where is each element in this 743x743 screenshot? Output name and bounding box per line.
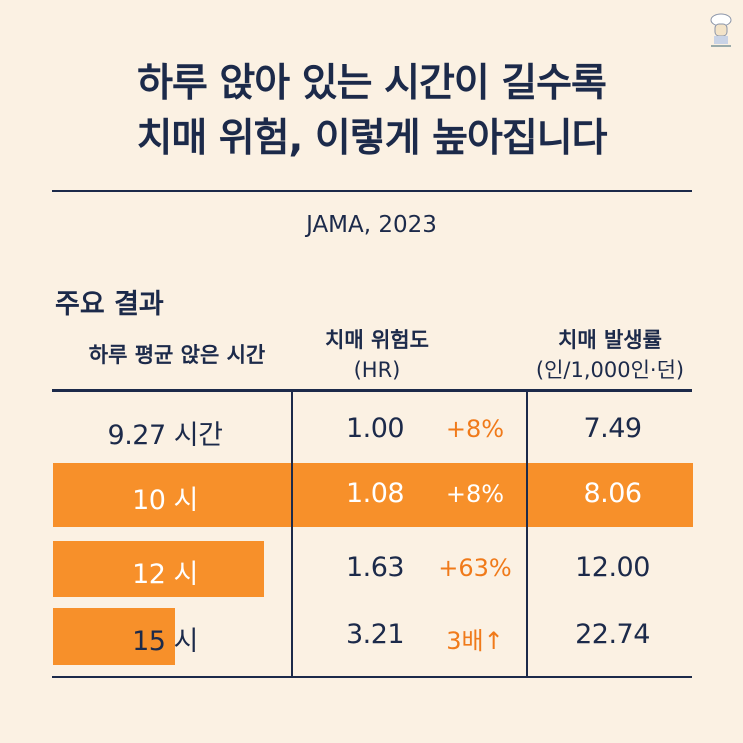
title-line-2: 치매 위험, 이렇게 높아집니다: [136, 116, 607, 161]
header-incidence: 치매 발생률 (인/1,000인·던): [500, 325, 720, 385]
incidence-cell: 7.49: [583, 413, 642, 444]
mascot-logo: [708, 12, 734, 50]
hr-cell: 1.08: [345, 478, 405, 509]
header-hr-line1: 치매 위험도: [325, 328, 429, 352]
title-line-1: 하루 앉아 있는 시간이 길수록: [137, 61, 607, 106]
table-bottom-rule: [52, 676, 692, 678]
hr-change-cell: +8%: [445, 415, 505, 443]
header-hr-line2: (HR): [353, 358, 401, 382]
column-divider: [291, 391, 293, 677]
divider: [52, 190, 692, 192]
incidence-cell: 12.00: [575, 552, 650, 583]
header-incidence-line2: (인/1,000인·던): [535, 358, 685, 382]
incidence-cell: 22.74: [575, 619, 650, 650]
hr-change-cell: +8%: [445, 480, 505, 508]
incidence-cell: 8.06: [583, 478, 642, 509]
sitting-time-cell: 10 시: [132, 485, 198, 516]
hr-change-cell: +63%: [438, 554, 512, 582]
duration-bar: [53, 541, 264, 597]
duration-bar: [53, 463, 693, 527]
sitting-time-cell: 15 시: [132, 626, 198, 657]
hr-change-cell: 3배↑: [446, 627, 504, 655]
hr-cell: 3.21: [345, 619, 405, 650]
duration-bar: [53, 607, 175, 665]
sitting-time-cell: 9.27 시간: [107, 420, 223, 451]
column-divider: [526, 391, 528, 677]
hr-cell: 1.00: [345, 413, 405, 444]
table-header-rule: [52, 389, 692, 392]
source-citation: JAMA, 2023: [306, 212, 437, 238]
header-sitting-time: 하루 평균 앉은 시간: [88, 343, 266, 367]
header-incidence-line1: 치매 발생률: [558, 328, 662, 352]
section-title: 주요 결과: [55, 289, 164, 320]
header-hr: 치매 위험도 (HR): [292, 325, 462, 385]
sitting-time-cell: 12 시: [132, 559, 198, 590]
hr-cell: 1.63: [345, 552, 405, 583]
